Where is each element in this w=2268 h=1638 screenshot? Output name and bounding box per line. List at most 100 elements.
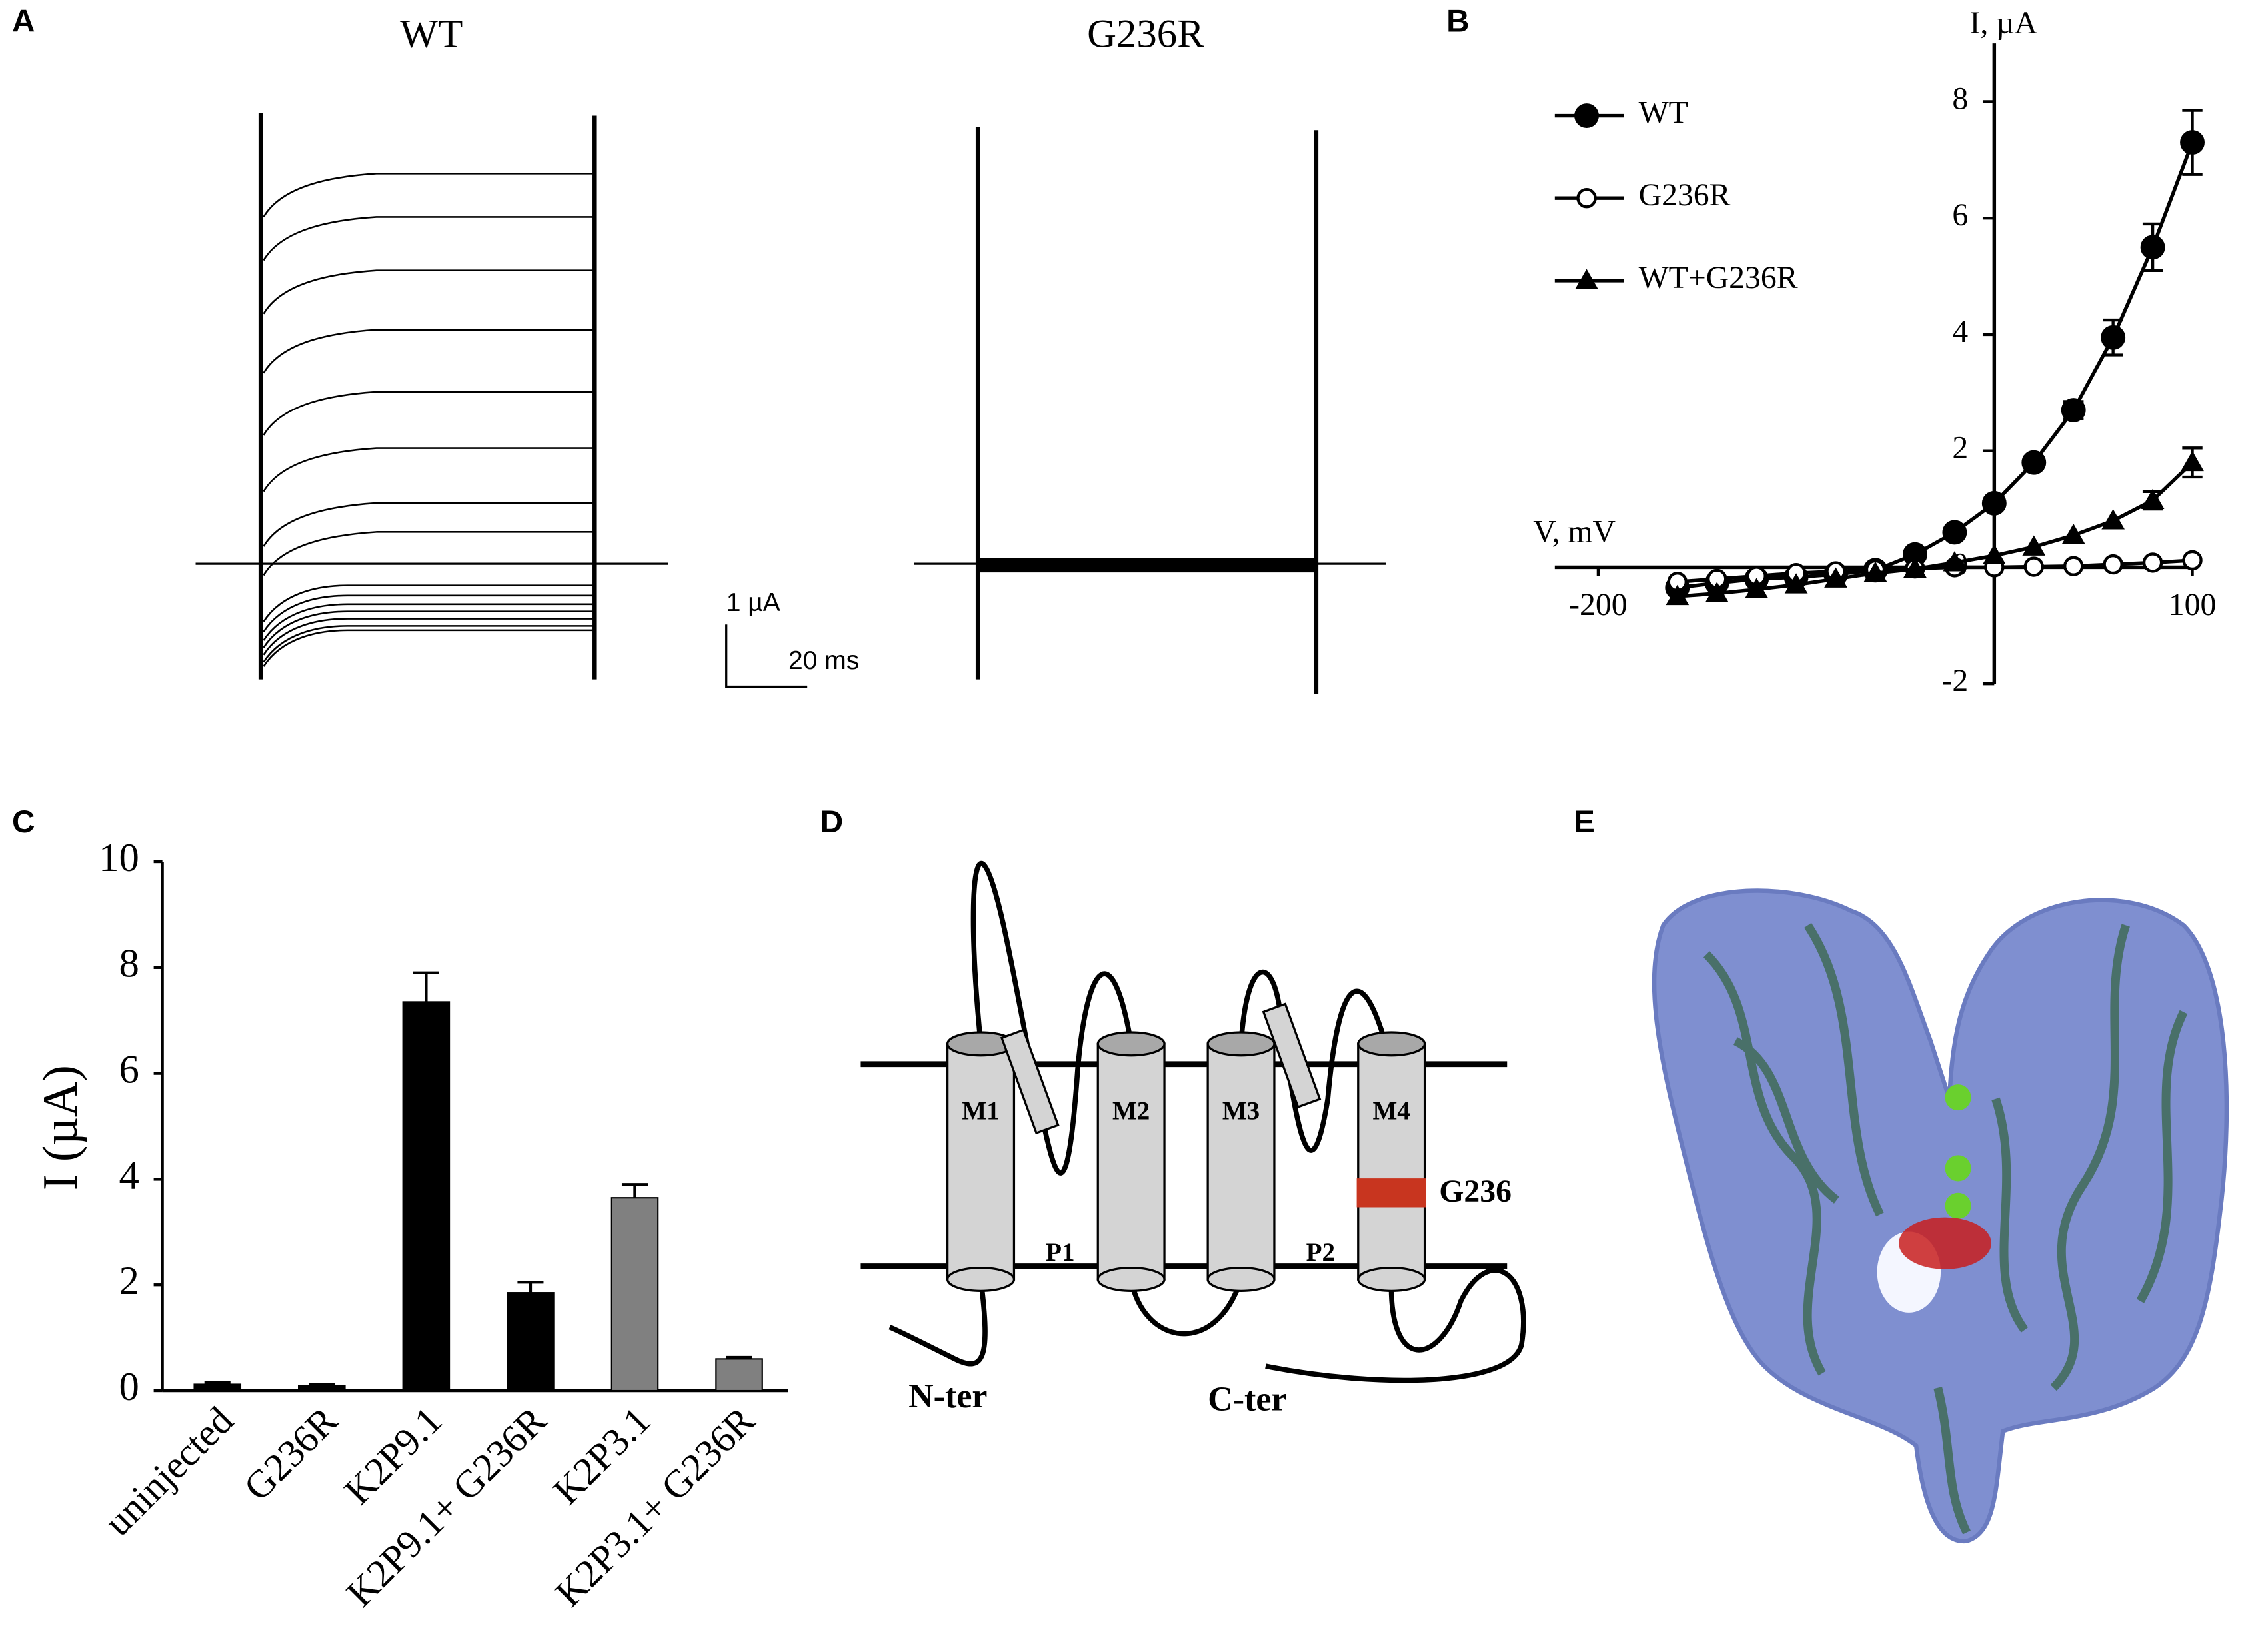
marker — [1824, 567, 1847, 588]
topology-diagram: M1 M2 M3 M4 P1 P2 G236 N-ter C-ter — [860, 860, 1526, 1418]
surface — [1652, 888, 2229, 1543]
bar — [715, 1358, 763, 1392]
marker — [1903, 557, 1927, 578]
error-bar — [413, 971, 439, 1002]
trace — [263, 447, 595, 492]
ion — [1945, 1192, 1971, 1219]
error-bar — [517, 1281, 544, 1293]
x-axis-label: V, mV — [1533, 514, 1616, 550]
marker — [2142, 552, 2163, 573]
trace — [263, 625, 595, 663]
terminus-label: N-ter — [908, 1377, 987, 1415]
marker — [2101, 325, 2126, 350]
y-axis-label: I (µA) — [33, 1065, 87, 1190]
pore-helix — [1262, 1002, 1322, 1109]
legend-label: WT — [1639, 95, 1688, 131]
trace — [263, 216, 595, 261]
mutation-band — [1356, 1178, 1426, 1208]
current-traces: WT G236R 1 µA 20 ms — [195, 11, 1386, 694]
marker — [2023, 556, 2044, 577]
helix-bottom — [1357, 1266, 1426, 1292]
helices — [1703, 922, 2188, 1535]
bar — [507, 1292, 555, 1392]
mutation-site — [1899, 1217, 1991, 1269]
ion — [1945, 1155, 1971, 1182]
marker — [1666, 584, 1690, 606]
marker — [2182, 550, 2203, 571]
y-tick-label: 4 — [1952, 314, 1968, 349]
helix-bottom — [1206, 1266, 1276, 1292]
bar — [610, 1197, 659, 1392]
panel-label: E — [1574, 804, 1595, 840]
y-tick-label: 8 — [119, 942, 139, 986]
trace — [978, 558, 1316, 573]
scale-bar — [725, 624, 808, 688]
structure-illustration — [1652, 888, 2229, 1543]
marker — [1784, 573, 1808, 594]
marker — [1574, 103, 1599, 128]
y-tick-label: 2 — [119, 1259, 139, 1303]
marker — [1943, 551, 1967, 572]
helix-label: M3 — [1222, 1096, 1260, 1125]
panel-label: D — [820, 804, 843, 840]
scale-bar-label: 20 ms — [788, 646, 859, 675]
bar — [193, 1383, 242, 1392]
marker — [1982, 544, 2006, 564]
x-tick-label: -200 — [1569, 587, 1627, 622]
marker — [2140, 235, 2165, 260]
panel-label: B — [1446, 3, 1469, 39]
marker — [2061, 398, 2086, 422]
trace — [263, 502, 595, 547]
helix-top — [1206, 1031, 1276, 1057]
marker — [2061, 524, 2085, 544]
trace-title: WT — [400, 11, 463, 56]
x-tick-label: uninjected — [96, 1399, 241, 1544]
y-tick-label: 0 — [119, 1365, 139, 1409]
marker — [1981, 490, 2007, 516]
trace — [263, 391, 595, 436]
trace — [263, 584, 595, 622]
error-bar — [621, 1183, 648, 1198]
marker — [2022, 535, 2046, 556]
pore-helix — [1000, 1028, 1060, 1135]
y-tick-label: 2 — [1952, 430, 1968, 466]
pore-label: P2 — [1306, 1238, 1335, 1267]
legend-label: WT+G236R — [1639, 260, 1798, 295]
trace — [263, 603, 595, 641]
marker — [2021, 450, 2047, 475]
trace — [263, 629, 595, 667]
trace — [263, 531, 595, 576]
marker — [2180, 130, 2205, 155]
marker — [1863, 561, 1887, 582]
y-tick-label: 6 — [119, 1048, 139, 1092]
marker — [1745, 578, 1769, 598]
pore-label: P1 — [1046, 1238, 1074, 1267]
marker — [1575, 269, 1598, 289]
trace — [263, 173, 595, 218]
mutation-label: G236 — [1439, 1174, 1512, 1209]
legend-label: G236R — [1639, 177, 1731, 213]
scale-bar-label: 1 µA — [726, 588, 780, 617]
marker — [1942, 520, 1967, 545]
loop — [1238, 969, 1388, 1153]
trace — [263, 618, 595, 656]
loop — [1128, 1278, 1244, 1337]
helix — [946, 1042, 1016, 1281]
helix-label: M1 — [962, 1096, 999, 1125]
helix-bottom — [946, 1266, 1016, 1292]
trace — [263, 610, 595, 648]
trace — [263, 329, 595, 374]
helix-label: M4 — [1372, 1096, 1410, 1125]
trace-title: G236R — [1087, 11, 1204, 56]
y-tick-label: 4 — [119, 1153, 139, 1198]
ion — [1945, 1084, 1971, 1111]
bar — [298, 1384, 346, 1392]
panel-label: A — [12, 3, 35, 39]
terminus — [1265, 1267, 1526, 1383]
marker — [2101, 509, 2125, 530]
terminus-label: C-ter — [1208, 1380, 1286, 1418]
helix — [1357, 1042, 1426, 1281]
trace — [263, 594, 595, 632]
marker — [2103, 554, 2123, 575]
marker — [2181, 450, 2204, 472]
